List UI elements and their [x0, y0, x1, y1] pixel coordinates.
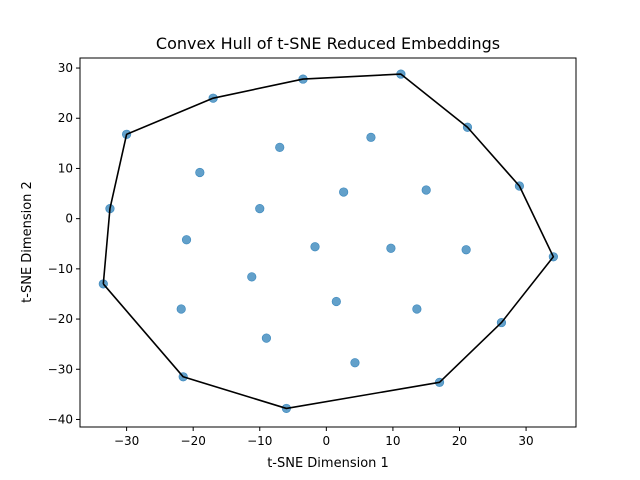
- data-point-14: [366, 132, 376, 142]
- chart-title: Convex Hull of t-SNE Reduced Embeddings: [156, 34, 500, 53]
- y-axis-label: t-SNE Dimension 2: [20, 181, 35, 303]
- y-tick-label: 30: [58, 61, 73, 75]
- data-point-23: [247, 272, 257, 282]
- data-point-15: [195, 167, 205, 178]
- x-tick-label: −20: [181, 434, 206, 448]
- x-tick-label: −10: [247, 434, 272, 448]
- x-tick-label: −30: [114, 434, 139, 448]
- data-point-27: [261, 333, 272, 343]
- data-point-22: [461, 245, 471, 255]
- data-point-24: [331, 296, 341, 307]
- y-tick-label: 10: [58, 161, 73, 175]
- data-point-19: [181, 235, 192, 245]
- y-tick-label: −20: [48, 312, 73, 326]
- x-tick-label: 10: [385, 434, 400, 448]
- data-point-18: [255, 204, 265, 214]
- x-axis: −30 −20 −10 0 10 20 30: [114, 427, 534, 448]
- y-tick-label: 0: [65, 212, 73, 226]
- data-point-28: [350, 358, 360, 368]
- x-tick-label: 0: [323, 434, 331, 448]
- data-point-21: [386, 243, 396, 253]
- data-point-13: [275, 142, 285, 152]
- data-point-16: [339, 187, 349, 197]
- y-tick-label: −30: [48, 362, 73, 376]
- plot-frame: [79, 57, 577, 428]
- data-point-20: [310, 242, 320, 252]
- data-point-17: [421, 185, 431, 195]
- data-point-25: [176, 304, 186, 314]
- x-tick-label: 20: [452, 434, 467, 448]
- x-axis-label: t-SNE Dimension 1: [267, 456, 389, 471]
- y-tick-label: 20: [58, 111, 73, 125]
- data-point-26: [412, 304, 422, 314]
- plot-area: [98, 69, 558, 414]
- convex-hull-line: [102, 73, 555, 410]
- y-tick-label: −40: [48, 412, 73, 426]
- y-tick-label: −10: [48, 262, 73, 276]
- y-axis: −40 −30 −20 −10 0 10 20 30: [48, 61, 80, 426]
- x-tick-label: 30: [518, 434, 533, 448]
